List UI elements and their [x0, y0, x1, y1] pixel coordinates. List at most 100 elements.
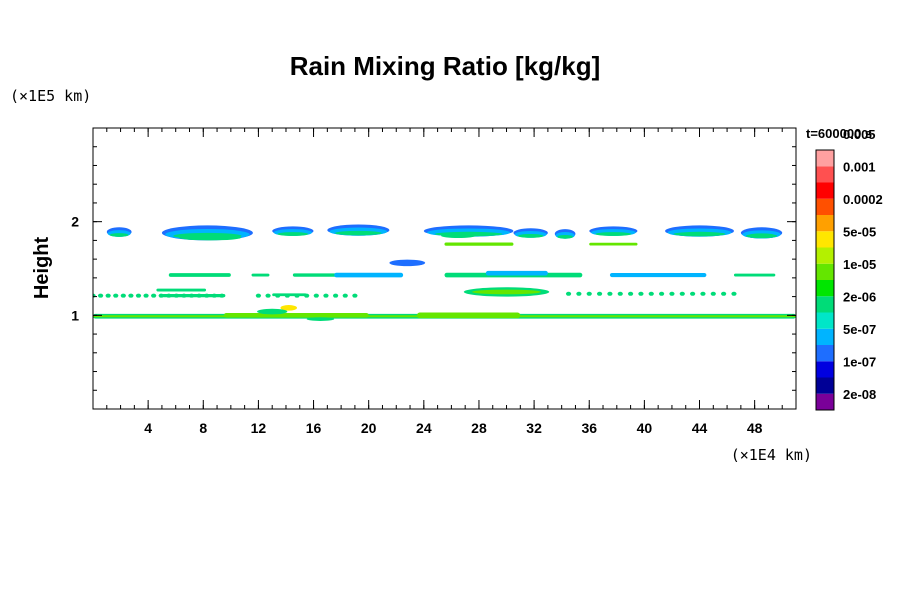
x-tick-label: 16: [306, 420, 322, 436]
rain-field: [93, 224, 796, 321]
rain-band-3: [416, 312, 521, 319]
colorbar-segment: [816, 328, 834, 345]
rain-cloud-29: [327, 224, 390, 236]
rain-dot: [710, 291, 716, 296]
time-label: t=600000 s: [806, 126, 872, 141]
colorbar-segment: [816, 263, 834, 280]
rain-dot: [342, 293, 348, 298]
rain-band-20: [485, 270, 548, 276]
colorbar-segment: [816, 150, 834, 167]
colorbar-label: 5e-05: [843, 224, 876, 239]
colorbar-label: 0.005: [843, 127, 876, 142]
colorbar-segment: [816, 198, 834, 215]
rain-cloud-layer-2: [673, 231, 726, 237]
chart-title: Rain Mixing Ratio [kg/kg]: [290, 51, 601, 81]
y-unit-label: (×1E5 km): [10, 87, 91, 105]
rain-dot: [596, 291, 603, 296]
rain-dot: [586, 291, 592, 296]
rain-dot: [617, 291, 623, 296]
rain-dot: [700, 291, 706, 296]
colorbar-segment: [816, 166, 834, 183]
rain-dot: [721, 291, 727, 296]
rain-cloud-32: [554, 229, 576, 239]
rain-dot: [607, 291, 613, 296]
rain-band-11: [156, 288, 207, 292]
colorbar-segment: [816, 393, 834, 410]
colorbar-segment: [816, 280, 834, 297]
x-tick-label: 40: [637, 420, 653, 436]
rain-dot: [679, 291, 685, 296]
y-axis-title: Height: [31, 237, 53, 300]
rain-cloud-33: [589, 226, 638, 236]
colorbar-label: 5e-07: [843, 322, 876, 337]
rain-cloud-34: [665, 225, 734, 237]
rain-cloud-layer-2: [335, 230, 382, 236]
colorbar-segment: [816, 377, 834, 394]
rain-dot: [576, 291, 582, 296]
plot-frame: [92, 127, 797, 410]
x-tick-label: 32: [526, 420, 542, 436]
x-unit-label: (×1E4 km): [731, 446, 812, 464]
rain-blob-38: [747, 233, 776, 239]
rain-blob-23: [389, 259, 426, 267]
x-tick-label: 44: [692, 420, 708, 436]
colorbar: 2e-08 1e-07 5e-07 2e-06 1e-05 5e-05 0.0002 0.00…: [815, 127, 883, 411]
rain-dot: [97, 293, 104, 298]
rain-cloud-layer-2: [557, 234, 573, 239]
rain-dot: [627, 291, 634, 296]
colorbar-segment: [816, 361, 834, 378]
x-tick-label: 48: [747, 420, 763, 436]
rain-cloud-31: [513, 228, 548, 238]
x-tick-label: 4: [144, 420, 152, 436]
colorbar-segment: [816, 247, 834, 264]
rain-band-10: [161, 294, 226, 298]
rain-dot: [648, 291, 654, 296]
rain-cloud-26: [106, 227, 132, 237]
colorbar-frame: [815, 149, 835, 411]
rain-blob-5: [257, 308, 288, 315]
rain-cloud-layer-2: [109, 233, 129, 237]
rain-band-2: [223, 312, 369, 318]
rain-band-25: [589, 242, 638, 246]
rain-dot: [731, 291, 737, 296]
rain-band-21: [609, 272, 707, 278]
colorbar-label: 2e-08: [843, 387, 876, 402]
rain-dot: [135, 293, 142, 298]
rain-cloud-layer-2: [277, 232, 309, 236]
plot-area: [93, 128, 796, 409]
rain-dot: [113, 293, 119, 298]
y-tick-label: 1: [71, 307, 79, 323]
x-tick-label: 28: [471, 420, 487, 436]
rain-dot: [313, 293, 319, 298]
rain-blob-36: [179, 234, 242, 241]
colorbar-label: 0.0002: [843, 192, 883, 207]
rain-band-16: [251, 273, 270, 277]
rain-dot: [659, 291, 665, 296]
rain-dot: [690, 291, 696, 296]
x-tick-label: 36: [581, 420, 597, 436]
x-tick-label: 8: [199, 420, 207, 436]
rain-cloud-28: [272, 226, 314, 236]
rain-dots-9: [565, 291, 737, 296]
rain-dot: [120, 293, 126, 298]
rain-blob-37: [441, 233, 476, 239]
colorbar-segment: [816, 182, 834, 199]
rain-band-22: [733, 273, 776, 277]
colorbar-segment: [816, 345, 834, 362]
rain-dot: [669, 291, 675, 296]
rain-dot: [265, 293, 271, 298]
colorbar-label: 1e-05: [843, 257, 876, 272]
colorbar-segment: [816, 296, 834, 313]
y-tick-label: 2: [71, 214, 79, 230]
rain-dot: [323, 293, 329, 298]
rain-dot: [255, 293, 262, 298]
rain-cloud-layer-2: [517, 234, 544, 238]
rain-dot: [128, 293, 134, 298]
rain-band-18: [334, 272, 404, 278]
rain-dot: [352, 293, 358, 298]
colorbar-segment: [816, 215, 834, 232]
rain-cloud-layer-2: [595, 232, 632, 236]
colorbar-segment: [816, 312, 834, 329]
